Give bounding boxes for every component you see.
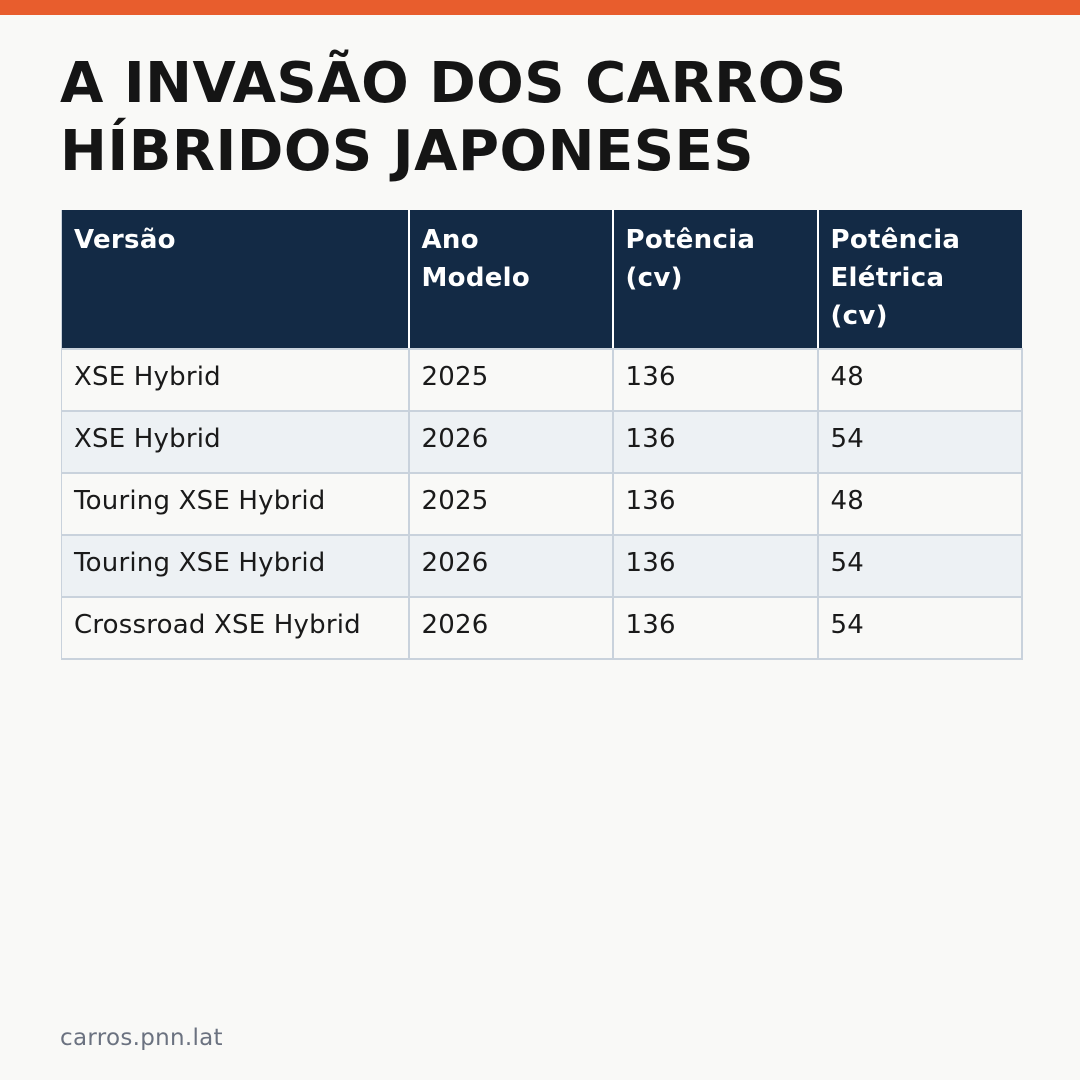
cell-potencia-eletrica: 54 bbox=[816, 534, 1023, 598]
cell-versao: XSE Hybrid bbox=[61, 348, 410, 412]
cell-potencia-eletrica: 48 bbox=[816, 472, 1023, 536]
cell-versao: XSE Hybrid bbox=[61, 410, 410, 474]
header-text: Potência bbox=[625, 225, 756, 255]
title-line: A INVASÃO DOS CARROS bbox=[60, 51, 847, 116]
table-header-row: Versão Ano Modelo Potência (cv) Potência… bbox=[61, 210, 1022, 350]
header-text: (cv) bbox=[830, 301, 888, 331]
cell-ano-modelo: 2025 bbox=[407, 348, 614, 412]
header-text: Ano bbox=[421, 225, 479, 255]
source-footer: carros.pnn.lat bbox=[60, 1025, 223, 1051]
header-text: Versão bbox=[74, 225, 176, 255]
accent-bar bbox=[0, 0, 1080, 15]
cell-ano-modelo: 2025 bbox=[407, 472, 614, 536]
header-versao: Versão bbox=[61, 210, 409, 350]
cell-potencia: 136 bbox=[611, 472, 819, 536]
table-row: XSE Hybrid 2025 136 48 bbox=[61, 348, 1023, 412]
cell-ano-modelo: 2026 bbox=[407, 534, 614, 598]
table-row: Touring XSE Hybrid 2026 136 54 bbox=[61, 534, 1023, 598]
table-row: Crossroad XSE Hybrid 2026 136 54 bbox=[61, 596, 1023, 660]
table-row: XSE Hybrid 2026 136 54 bbox=[61, 410, 1023, 474]
cell-potencia-eletrica: 54 bbox=[816, 596, 1023, 660]
header-text: (cv) bbox=[625, 263, 683, 293]
cell-potencia: 136 bbox=[611, 596, 819, 660]
header-text: Potência bbox=[830, 225, 961, 255]
header-potencia: Potência (cv) bbox=[611, 210, 818, 350]
cell-ano-modelo: 2026 bbox=[407, 596, 614, 660]
cell-potencia-eletrica: 54 bbox=[816, 410, 1023, 474]
cell-ano-modelo: 2026 bbox=[407, 410, 614, 474]
cell-versao: Touring XSE Hybrid bbox=[61, 472, 410, 536]
header-text: Modelo bbox=[421, 263, 531, 293]
cell-potencia: 136 bbox=[611, 410, 819, 474]
cell-versao: Touring XSE Hybrid bbox=[61, 534, 410, 598]
specs-table: Versão Ano Modelo Potência (cv) Potência… bbox=[61, 210, 1023, 660]
header-potencia-eletrica: Potência Elétrica (cv) bbox=[816, 210, 1022, 350]
table-row: Touring XSE Hybrid 2025 136 48 bbox=[61, 472, 1023, 536]
cell-versao: Crossroad XSE Hybrid bbox=[61, 596, 410, 660]
cell-potencia: 136 bbox=[611, 348, 819, 412]
header-ano-modelo: Ano Modelo bbox=[407, 210, 613, 350]
title-line: HÍBRIDOS JAPONESES bbox=[60, 119, 755, 184]
cell-potencia-eletrica: 48 bbox=[816, 348, 1023, 412]
cell-potencia: 136 bbox=[611, 534, 819, 598]
page-title: A INVASÃO DOS CARROS HÍBRIDOS JAPONESES bbox=[60, 50, 1020, 186]
header-text: Elétrica bbox=[830, 263, 945, 293]
